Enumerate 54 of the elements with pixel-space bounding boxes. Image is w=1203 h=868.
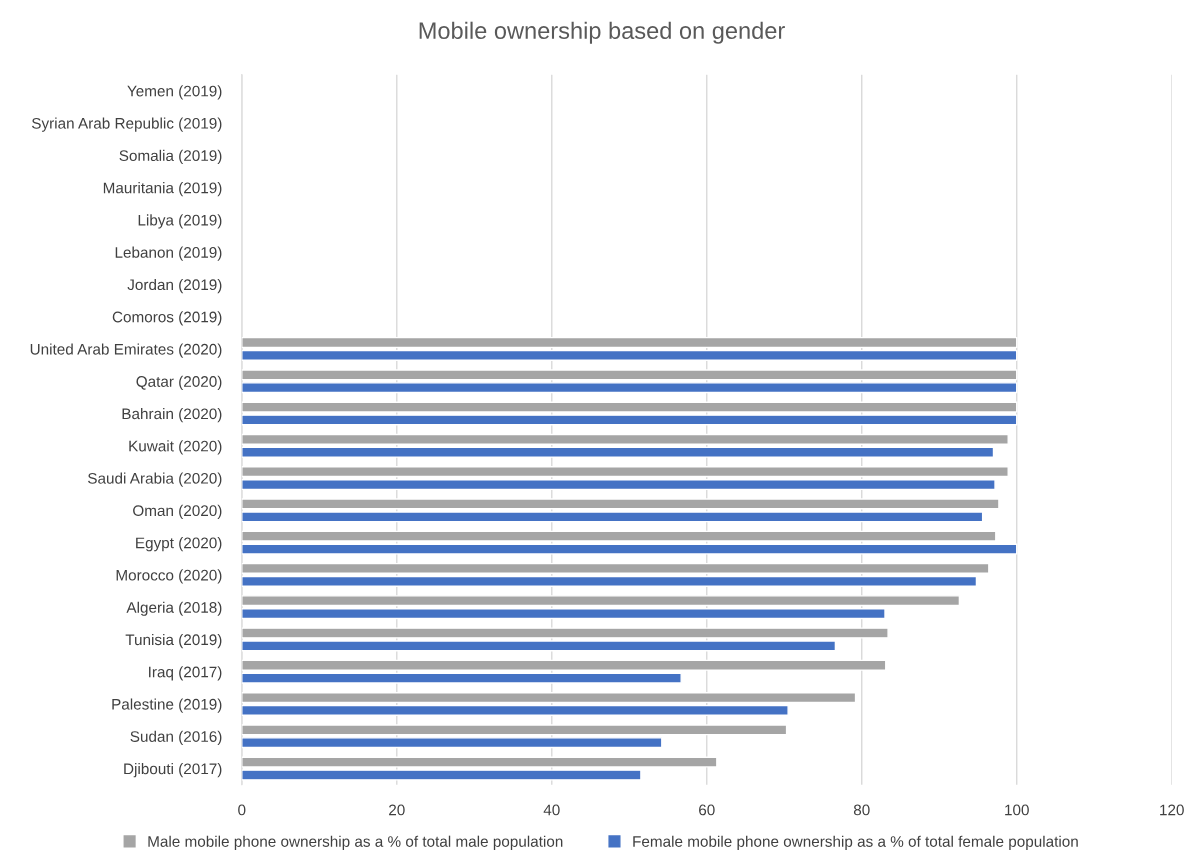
y-tick-label: Djibouti (2017) — [124, 763, 222, 778]
bar — [241, 446, 995, 458]
bar — [241, 498, 1000, 510]
y-tick-label: Qatar (2020) — [136, 375, 222, 390]
y-tick-label: Palestine (2019) — [112, 698, 222, 713]
y-tick-label: Comoros (2019) — [112, 311, 222, 326]
bar — [241, 575, 978, 587]
bar — [241, 478, 996, 491]
bar — [241, 336, 1018, 349]
x-tick-label: 20 — [389, 804, 405, 816]
x-tick-label: 100 — [1005, 804, 1029, 816]
y-tick-label: Oman (2020) — [133, 504, 222, 520]
y-tick-label: Saudi Arabia (2020) — [88, 472, 222, 487]
x-tick-label: 60 — [699, 804, 715, 816]
legend-label: Male mobile phone ownership as a % of total male population — [148, 835, 563, 850]
y-tick-label: Algeria (2018) — [126, 601, 222, 616]
legend-label: Female mobile phone ownership as a % of total female population — [633, 835, 1078, 850]
chart-title: Mobile ownership based on gender — [419, 21, 785, 44]
y-tick-label: Kuwait (2020) — [129, 440, 222, 455]
bar — [241, 595, 961, 607]
x-tick-label: 120 — [1160, 804, 1184, 816]
y-tick-label: Egypt (2020) — [136, 537, 222, 552]
bar — [241, 724, 788, 736]
bar — [241, 433, 1009, 445]
bar — [241, 737, 663, 749]
x-tick-label: 80 — [853, 804, 870, 816]
y-tick-label: Tunisia (2019) — [125, 633, 222, 649]
y-tick-label: Yemen (2019) — [127, 85, 222, 100]
bar — [241, 543, 1018, 555]
bar — [241, 349, 1018, 361]
y-tick-label: Iraq (2017) — [149, 666, 222, 681]
y-tick-label: Libya (2019) — [138, 214, 222, 229]
bar — [241, 672, 682, 684]
x-tick-label: 0 — [238, 804, 246, 816]
x-tick-label: 40 — [543, 804, 560, 816]
bar — [241, 659, 887, 671]
bar — [241, 511, 984, 523]
y-tick-label: Morocco (2020) — [116, 569, 222, 584]
y-tick-label: Sudan (2016) — [130, 730, 222, 745]
y-tick-label: Syrian Arab Republic (2019) — [31, 117, 222, 132]
bar — [241, 369, 1018, 381]
y-tick-label: Mauritania (2019) — [103, 182, 222, 197]
y-tick-label: Somalia (2019) — [119, 149, 222, 165]
bar — [241, 530, 997, 542]
bar — [241, 466, 1009, 478]
y-tick-label: Jordan (2019) — [127, 278, 222, 294]
bar — [241, 562, 990, 574]
bar — [241, 382, 1018, 394]
bar — [241, 608, 886, 620]
bar — [241, 704, 789, 716]
y-tick-label: Bahrain (2020) — [122, 407, 222, 423]
y-tick-label: Lebanon (2019) — [115, 246, 222, 261]
y-tick-label: United Arab Emirates (2020) — [30, 343, 222, 358]
bar — [241, 691, 857, 704]
